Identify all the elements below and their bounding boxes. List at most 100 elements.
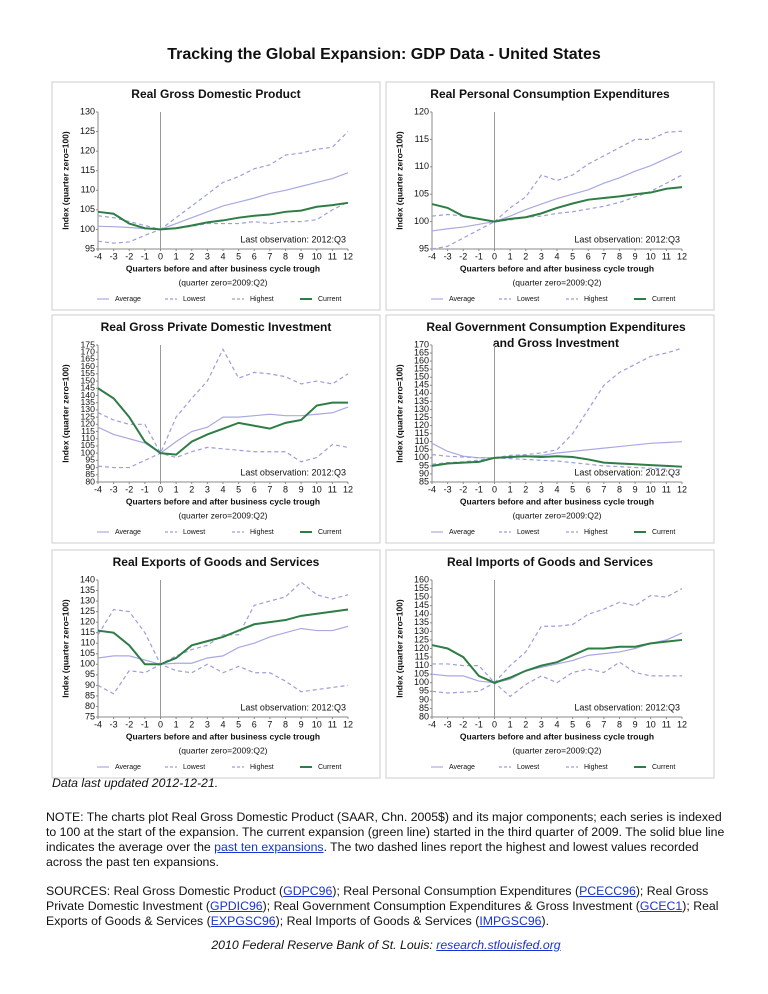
link[interactable]: PCECC96 — [579, 884, 636, 898]
chart-title: Real Gross Private Domestic Investment — [101, 320, 332, 334]
link[interactable]: past ten expansions — [214, 840, 324, 854]
y-tick-label: 90 — [85, 462, 95, 472]
y-tick-label: 120 — [80, 419, 95, 429]
x-tick-label: 11 — [328, 251, 337, 261]
text: ); Real Gross Private Domestic Investmen… — [46, 884, 709, 913]
x-tick-label: 12 — [343, 251, 353, 261]
x-tick-label: -2 — [125, 251, 133, 261]
y-tick-label: 105 — [414, 444, 429, 454]
x-tick-label: 12 — [677, 251, 687, 261]
x-tick-label: 5 — [236, 251, 241, 261]
legend-label: Lowest — [183, 764, 205, 771]
y-tick-label: 145 — [80, 383, 95, 393]
y-tick-label: 105 — [414, 189, 429, 199]
series-line — [431, 347, 683, 459]
series-line — [97, 348, 349, 455]
link[interactable]: IMPGSC96 — [479, 914, 542, 928]
y-tick-label: 150 — [414, 592, 429, 602]
y-tick-label: 115 — [81, 426, 95, 436]
y-axis-label: Index (quarter zero=100) — [394, 599, 404, 698]
x-tick-label: -4 — [428, 719, 436, 729]
x-axis-label: Quarters before and after business cycle… — [460, 263, 654, 273]
y-tick-label: 105 — [80, 204, 95, 214]
x-axis-note: (quarter zero=2009:Q2) — [178, 277, 267, 287]
y-tick-label: 80 — [419, 711, 429, 721]
x-tick-label: 1 — [174, 484, 179, 494]
y-tick-label: 105 — [414, 669, 429, 679]
x-axis-note: (quarter zero=2009:Q2) — [178, 745, 267, 755]
y-tick-label: 160 — [80, 361, 95, 371]
text: ); Real Personal Consumption Expenditure… — [332, 884, 580, 898]
text: SOURCES: Real Gross Domestic Product ( — [46, 884, 284, 898]
annotation: Last observation: 2012:Q3 — [574, 234, 680, 244]
footer: 2010 Federal Reserve Bank of St. Louis: … — [46, 938, 726, 953]
chart-title: Real Exports of Goods and Services — [113, 555, 320, 569]
y-tick-label: 110 — [415, 161, 429, 171]
y-tick-label: 100 — [414, 677, 429, 687]
y-tick-label: 155 — [414, 583, 429, 593]
y-tick-label: 100 — [80, 659, 95, 669]
x-tick-label: 8 — [283, 719, 288, 729]
link[interactable]: EXPGSC96 — [210, 914, 276, 928]
text: ). — [541, 914, 550, 928]
x-tick-label: -3 — [444, 251, 452, 261]
legend-label: Current — [318, 764, 341, 771]
x-tick-label: -2 — [125, 719, 133, 729]
x-tick-label: 8 — [283, 251, 288, 261]
link[interactable]: GCEC1 — [639, 899, 683, 913]
x-tick-label: 6 — [586, 719, 591, 729]
panel-border — [51, 81, 381, 311]
legend-label: Current — [652, 296, 675, 303]
x-tick-label: 5 — [570, 251, 575, 261]
link[interactable]: GDPC96 — [283, 884, 333, 898]
legend-label: Current — [652, 764, 675, 771]
x-tick-label: -1 — [475, 719, 483, 729]
x-tick-label: -3 — [110, 251, 118, 261]
y-tick-label: 95 — [85, 455, 95, 465]
y-tick-label: 115 — [81, 627, 95, 637]
legend-label: Lowest — [183, 529, 205, 536]
y-tick-label: 150 — [414, 372, 429, 382]
x-tick-label: 11 — [662, 251, 671, 261]
x-axis-label: Quarters before and after business cycle… — [126, 496, 320, 506]
series-line — [431, 632, 683, 684]
x-tick-label: 6 — [252, 484, 257, 494]
panel-border — [385, 549, 715, 779]
y-tick-label: 145 — [414, 380, 429, 390]
y-tick-label: 130 — [414, 404, 429, 414]
charts: Tracking the Global Expansion: GDP Data … — [51, 46, 715, 779]
y-tick-label: 125 — [80, 411, 95, 421]
x-tick-label: 3 — [539, 484, 544, 494]
y-tick-label: 115 — [415, 134, 429, 144]
text: . The two dashed lines report the highes… — [46, 840, 699, 869]
x-tick-label: 12 — [677, 719, 687, 729]
link[interactable]: research.stlouisfed.org — [436, 938, 561, 952]
y-tick-label: 110 — [81, 638, 95, 648]
y-tick-label: 85 — [419, 703, 429, 713]
series-line — [97, 201, 349, 244]
chart-title: Real Imports of Goods and Services — [447, 555, 653, 569]
y-tick-label: 135 — [80, 585, 95, 595]
y-tick-label: 125 — [80, 126, 95, 136]
x-tick-label: 11 — [662, 719, 671, 729]
x-tick-label: 7 — [267, 251, 272, 261]
x-tick-label: 10 — [646, 251, 656, 261]
x-axis-label: Quarters before and after business cycle… — [460, 496, 654, 506]
series-line — [97, 608, 349, 666]
series-line — [97, 406, 349, 454]
x-tick-label: 5 — [570, 484, 575, 494]
x-tick-label: 4 — [220, 251, 225, 261]
legend-label: Lowest — [517, 529, 539, 536]
legend-label: Highest — [584, 296, 608, 303]
x-tick-label: 1 — [174, 719, 179, 729]
x-tick-label: 11 — [328, 484, 337, 494]
legend-label: Average — [449, 764, 475, 771]
link[interactable]: GPDIC96 — [210, 899, 263, 913]
y-tick-label: 90 — [419, 694, 429, 704]
legend-label: Current — [318, 529, 341, 536]
series-line — [431, 441, 683, 459]
x-tick-label: 7 — [601, 251, 606, 261]
y-tick-label: 130 — [80, 595, 95, 605]
y-tick-label: 155 — [414, 364, 429, 374]
x-tick-label: 9 — [633, 484, 638, 494]
